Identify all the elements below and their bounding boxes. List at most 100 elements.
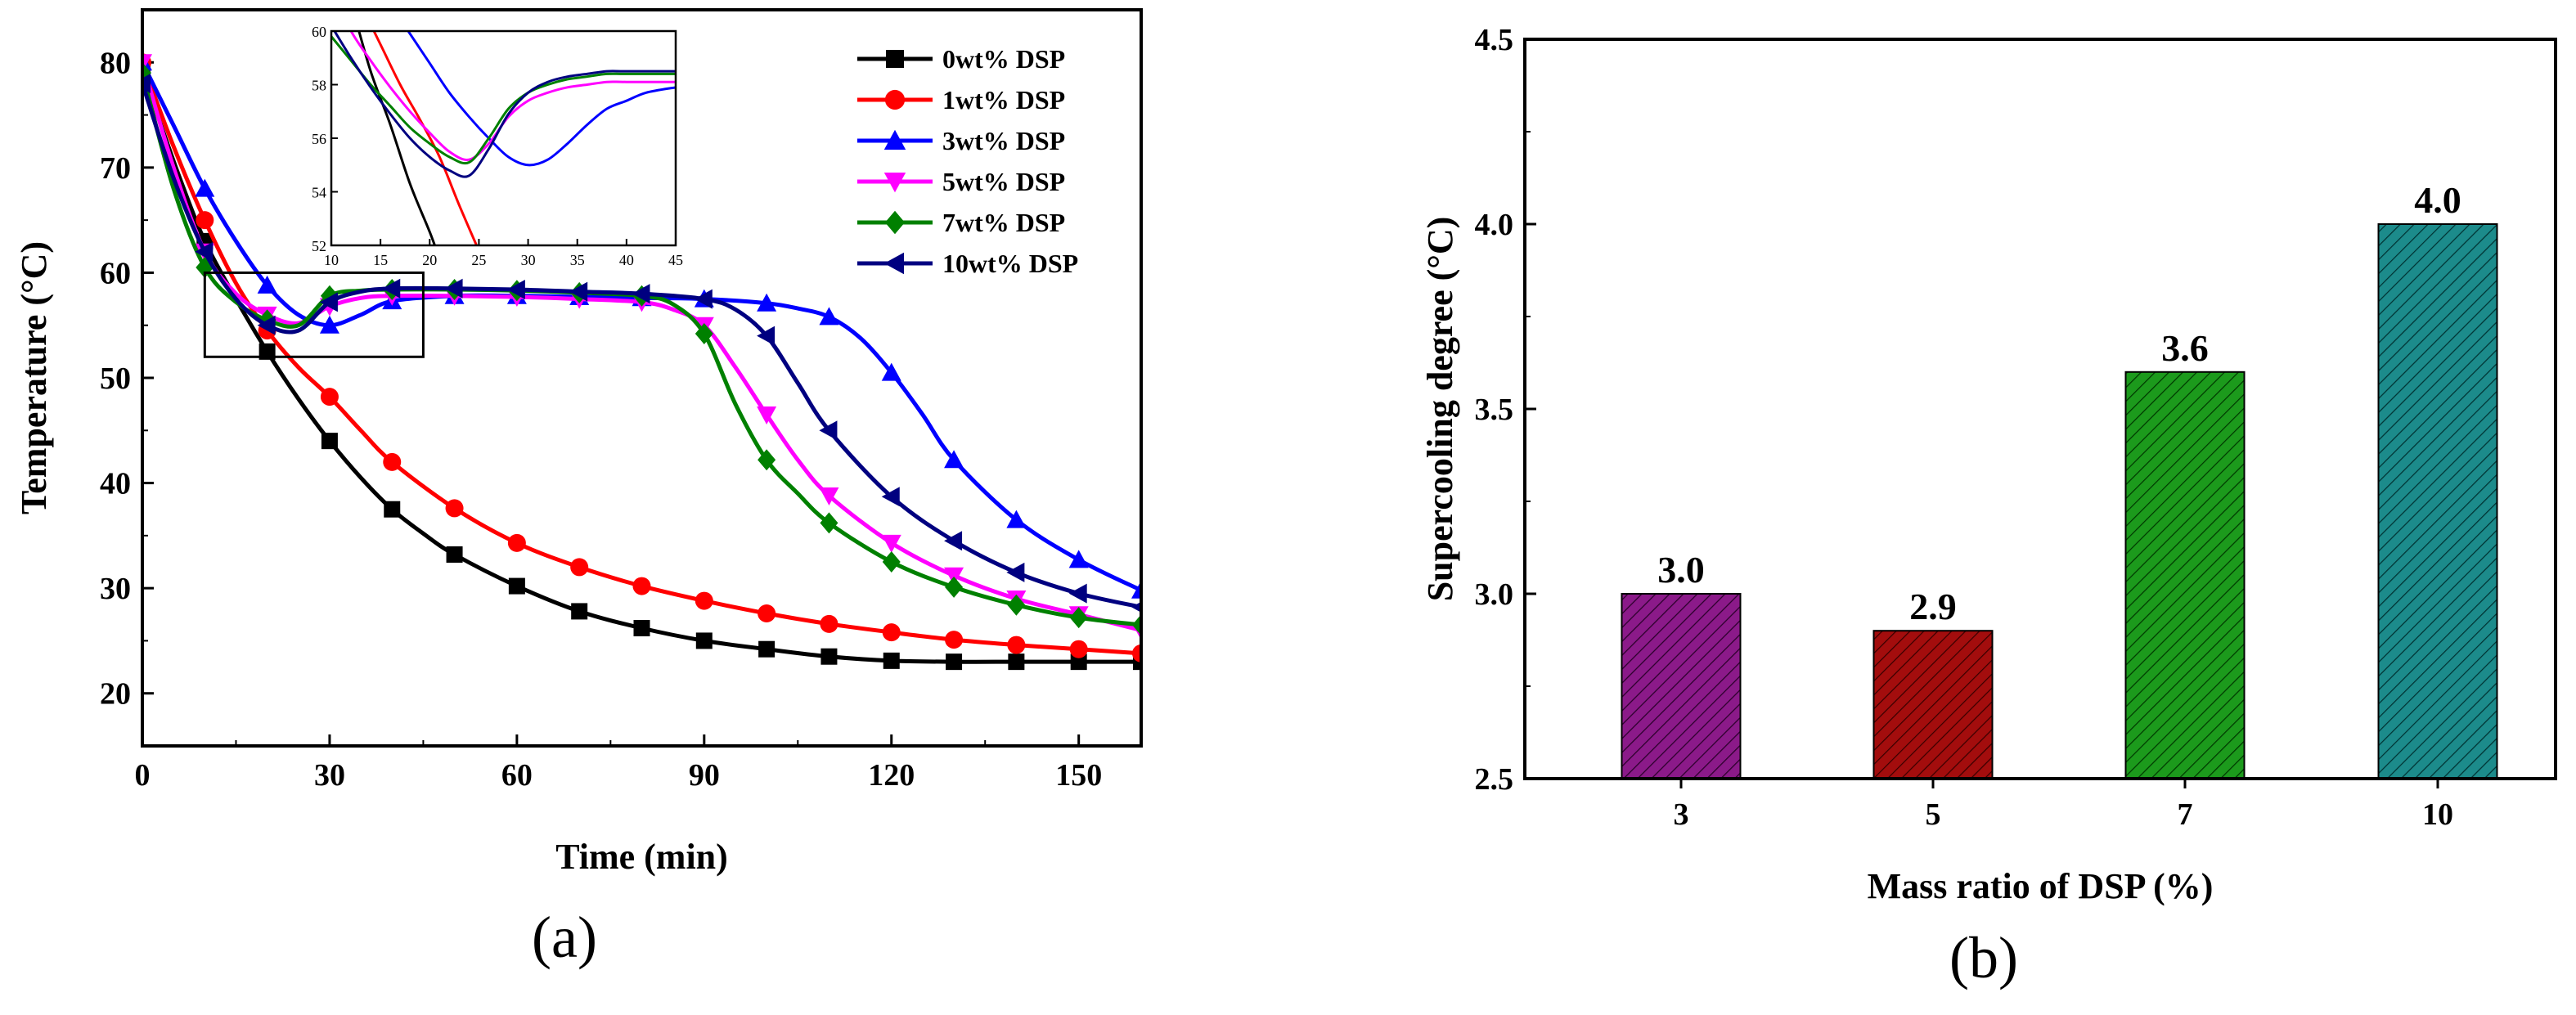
legend-entry-10wt-dsp: 10wt% DSP xyxy=(942,249,1078,278)
inset-line-7wt-dsp xyxy=(331,35,676,165)
plot-frame xyxy=(1523,38,2557,780)
x-axis-label: Time (min) xyxy=(555,837,728,877)
data-point-1wt-dsp xyxy=(383,452,402,471)
data-point-3wt-dsp xyxy=(1006,510,1027,528)
bar-10 xyxy=(2377,223,2498,779)
bar-5 xyxy=(1872,630,1994,780)
y-tick-label: 3.5 xyxy=(1475,393,1514,427)
data-point-10wt-dsp xyxy=(506,280,525,299)
temperature-chart: 0 30 60 90 120 150 20 30 40 50 60 70 80 Time (min) Tem… xyxy=(14,8,1143,877)
data-point-10wt-dsp xyxy=(1006,562,1025,582)
data-point-10wt-dsp xyxy=(632,284,650,304)
data-point-0wt-dsp xyxy=(633,620,650,636)
data-point-7wt-dsp xyxy=(945,576,964,598)
bar-value-label: 4.0 xyxy=(2414,179,2461,221)
bar-value-label: 3.6 xyxy=(2161,327,2209,369)
y-tick-label: 3.0 xyxy=(1475,577,1514,612)
data-point-1wt-dsp xyxy=(1007,635,1026,654)
data-point-7wt-dsp xyxy=(882,551,901,573)
data-point-0wt-dsp xyxy=(883,652,900,669)
inset-line-1wt-dsp xyxy=(372,31,479,245)
data-point-1wt-dsp xyxy=(758,604,776,622)
data-point-7wt-dsp xyxy=(1132,614,1141,636)
data-point-0wt-dsp xyxy=(820,648,838,665)
data-point-7wt-dsp xyxy=(1069,607,1088,629)
data-point-10wt-dsp xyxy=(944,531,963,551)
y-tick-label: 30 xyxy=(100,572,131,606)
data-point-1wt-dsp xyxy=(945,631,964,649)
data-point-10wt-dsp xyxy=(444,278,463,299)
inset-y-tick-label: 60 xyxy=(312,24,326,40)
data-point-0wt-dsp xyxy=(446,546,463,563)
data-point-10wt-dsp xyxy=(382,278,401,299)
data-point-5wt-dsp xyxy=(819,487,839,505)
x-tick-label: 7 xyxy=(2178,797,2193,832)
inset-x-tick-label: 40 xyxy=(619,252,634,268)
data-point-10wt-dsp xyxy=(569,281,588,302)
legend-entry-0wt-dsp: 0wt% DSP xyxy=(942,44,1065,74)
plot-frame xyxy=(141,8,1143,748)
x-tick-label: 3 xyxy=(1674,797,1689,832)
data-point-1wt-dsp xyxy=(695,591,713,610)
legend-entry-5wt-dsp: 5wt% DSP xyxy=(942,167,1065,196)
panel-label-b: (b) xyxy=(1949,925,2018,990)
x-tick-label: 90 xyxy=(689,758,720,793)
data-point-10wt-dsp xyxy=(319,292,338,312)
legend-entry-7wt-dsp: 7wt% DSP xyxy=(942,208,1065,237)
inset-y-tick-label: 54 xyxy=(312,185,326,201)
data-point-3wt-dsp xyxy=(1068,550,1089,568)
data-point-1wt-dsp xyxy=(1132,644,1141,662)
inset-x-tick-label: 30 xyxy=(521,252,536,268)
data-point-1wt-dsp xyxy=(820,614,838,633)
data-point-10wt-dsp xyxy=(819,420,838,441)
y-tick-label: 50 xyxy=(100,362,131,396)
data-point-10wt-dsp xyxy=(694,289,713,309)
inset-line-0wt-dsp xyxy=(357,31,437,245)
inset-line-5wt-dsp xyxy=(349,31,676,161)
data-point-0wt-dsp xyxy=(571,603,588,620)
y-tick-label: 70 xyxy=(100,151,131,186)
x-tick-label: 30 xyxy=(314,758,345,793)
legend-entry-1wt-dsp: 1wt% DSP xyxy=(942,85,1065,115)
y-axis-label: Temperature (°C) xyxy=(14,241,54,514)
inset-x-tick-label: 25 xyxy=(471,252,486,268)
legend-entry-3wt-dsp: 3wt% DSP xyxy=(942,126,1065,155)
data-point-10wt-dsp xyxy=(257,315,276,335)
data-point-0wt-dsp xyxy=(1133,653,1141,671)
zoom-box xyxy=(203,271,425,358)
data-point-1wt-dsp xyxy=(1069,640,1088,658)
data-point-7wt-dsp xyxy=(758,449,776,471)
x-tick-label: 0 xyxy=(135,758,151,793)
y-tick-label: 60 xyxy=(100,256,131,290)
data-point-5wt-dsp xyxy=(944,567,964,586)
series-line-5wt-dsp xyxy=(142,61,1141,633)
series-group xyxy=(142,52,1141,671)
inset-line-10wt-dsp xyxy=(333,31,676,178)
data-point-10wt-dsp xyxy=(1068,583,1087,604)
data-point-0wt-dsp xyxy=(321,433,338,450)
y-tick-label: 80 xyxy=(100,46,131,80)
data-point-5wt-dsp xyxy=(881,534,901,553)
y-tick-label: 4.0 xyxy=(1475,208,1514,242)
x-tick-label: 150 xyxy=(1055,758,1102,793)
data-point-10wt-dsp xyxy=(142,74,151,93)
data-point-3wt-dsp xyxy=(881,362,901,381)
bar-value-label: 2.9 xyxy=(1909,586,1957,627)
inset-series-group xyxy=(331,31,676,245)
y-tick-label: 20 xyxy=(100,677,131,712)
inset-y-tick-label: 56 xyxy=(312,131,326,147)
data-point-3wt-dsp xyxy=(819,307,839,326)
data-point-10wt-dsp xyxy=(195,241,214,262)
data-point-10wt-dsp xyxy=(1131,601,1141,613)
data-point-1wt-dsp xyxy=(570,558,589,577)
data-point-7wt-dsp xyxy=(695,323,713,344)
bar-value-label: 3.0 xyxy=(1657,549,1705,591)
data-point-3wt-dsp xyxy=(257,275,277,294)
legend-marker xyxy=(883,252,904,275)
data-point-1wt-dsp xyxy=(507,533,526,552)
data-point-7wt-dsp xyxy=(1007,594,1026,616)
legend-marker xyxy=(884,210,906,235)
inset-x-tick-label: 35 xyxy=(570,252,585,268)
legend-marker xyxy=(883,173,906,193)
legend-marker xyxy=(883,129,906,150)
